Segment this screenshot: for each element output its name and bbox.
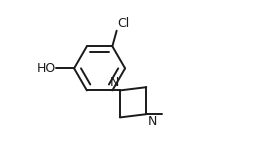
Text: N: N [147, 115, 157, 128]
Text: N: N [110, 76, 119, 89]
Text: Cl: Cl [117, 17, 130, 30]
Text: HO: HO [36, 62, 55, 75]
